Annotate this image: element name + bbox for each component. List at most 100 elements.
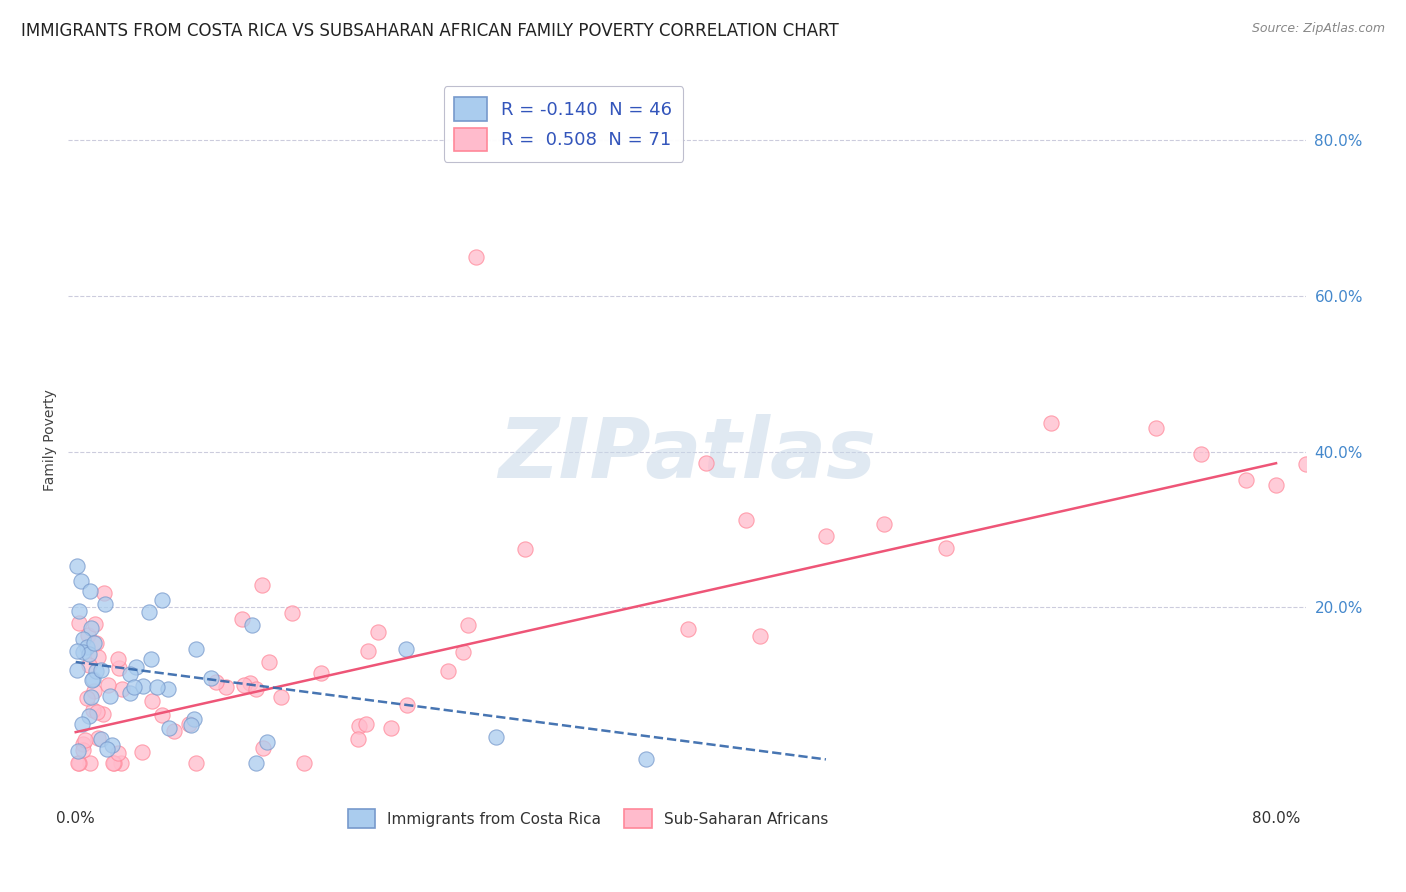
Point: [67, 756, 90, 770]
Point: [79, 756, 101, 770]
Point: [186, 756, 208, 770]
Point: [309, 665, 332, 680]
Point: [103, 756, 125, 770]
Point: [76, 690, 98, 705]
Point: [67, 604, 90, 618]
Point: [457, 618, 479, 632]
Point: [83, 683, 105, 698]
Point: [93, 597, 115, 611]
Point: [107, 652, 129, 666]
Point: [82, 673, 104, 688]
Point: [122, 681, 145, 695]
Point: [79, 584, 101, 599]
Point: [131, 745, 153, 759]
Point: [437, 664, 460, 678]
Point: [145, 680, 167, 694]
Point: [735, 513, 758, 527]
Point: [67, 616, 90, 631]
Point: [90, 663, 112, 677]
Point: [110, 756, 132, 770]
Point: [107, 747, 129, 761]
Point: [465, 250, 488, 264]
Point: [77, 647, 100, 661]
Point: [86, 731, 108, 745]
Point: [200, 672, 222, 686]
Point: [111, 682, 134, 697]
Point: [157, 721, 180, 735]
Point: [76, 640, 98, 655]
Point: [72, 632, 94, 646]
Point: [141, 694, 163, 708]
Point: [281, 606, 304, 620]
Point: [873, 517, 896, 532]
Point: [1234, 474, 1257, 488]
Point: [245, 682, 267, 697]
Point: [396, 698, 419, 713]
Point: [66, 558, 89, 573]
Point: [270, 690, 292, 704]
Point: [84, 636, 107, 650]
Point: [292, 756, 315, 770]
Point: [66, 644, 89, 658]
Point: [72, 645, 94, 659]
Point: [163, 724, 186, 739]
Point: [935, 541, 957, 555]
Text: ZIPatlas: ZIPatlas: [498, 414, 876, 495]
Point: [257, 655, 280, 669]
Point: [103, 756, 125, 770]
Point: [695, 456, 717, 470]
Point: [239, 675, 262, 690]
Point: [1295, 458, 1317, 472]
Point: [250, 578, 273, 592]
Point: [1189, 448, 1212, 462]
Point: [183, 712, 205, 726]
Y-axis label: Family Poverty: Family Poverty: [44, 389, 58, 491]
Point: [76, 628, 98, 642]
Text: IMMIGRANTS FROM COSTA RICA VS SUBSAHARAN AFRICAN FAMILY POVERTY CORRELATION CHAR: IMMIGRANTS FROM COSTA RICA VS SUBSAHARAN…: [21, 22, 839, 40]
Point: [86, 650, 108, 665]
Point: [67, 756, 90, 770]
Point: [1039, 416, 1062, 430]
Point: [72, 743, 94, 757]
Point: [82, 702, 104, 716]
Point: [634, 752, 657, 766]
Point: [346, 732, 368, 747]
Point: [380, 721, 402, 735]
Point: [138, 605, 160, 619]
Point: [96, 741, 118, 756]
Point: [86, 705, 108, 719]
Point: [179, 716, 201, 731]
Point: [107, 661, 129, 675]
Point: [80, 690, 103, 704]
Point: [77, 708, 100, 723]
Point: [66, 663, 89, 677]
Point: [118, 667, 141, 681]
Point: [70, 574, 93, 588]
Point: [83, 636, 105, 650]
Point: [357, 644, 380, 658]
Point: [395, 642, 418, 657]
Point: [1265, 478, 1288, 492]
Point: [451, 644, 474, 658]
Point: [98, 689, 121, 703]
Point: [91, 707, 114, 722]
Legend: Immigrants from Costa Rica, Sub-Saharan Africans: Immigrants from Costa Rica, Sub-Saharan …: [342, 803, 835, 835]
Point: [1144, 421, 1167, 435]
Point: [150, 592, 173, 607]
Point: [749, 629, 772, 643]
Point: [86, 664, 108, 678]
Point: [367, 624, 389, 639]
Point: [82, 672, 104, 686]
Point: [132, 679, 155, 693]
Point: [156, 682, 179, 697]
Point: [184, 642, 207, 657]
Point: [101, 738, 124, 752]
Point: [214, 680, 236, 694]
Point: [139, 652, 162, 666]
Point: [90, 732, 112, 747]
Point: [118, 686, 141, 700]
Text: Source: ZipAtlas.com: Source: ZipAtlas.com: [1251, 22, 1385, 36]
Point: [70, 717, 93, 731]
Point: [125, 660, 148, 674]
Point: [72, 737, 94, 751]
